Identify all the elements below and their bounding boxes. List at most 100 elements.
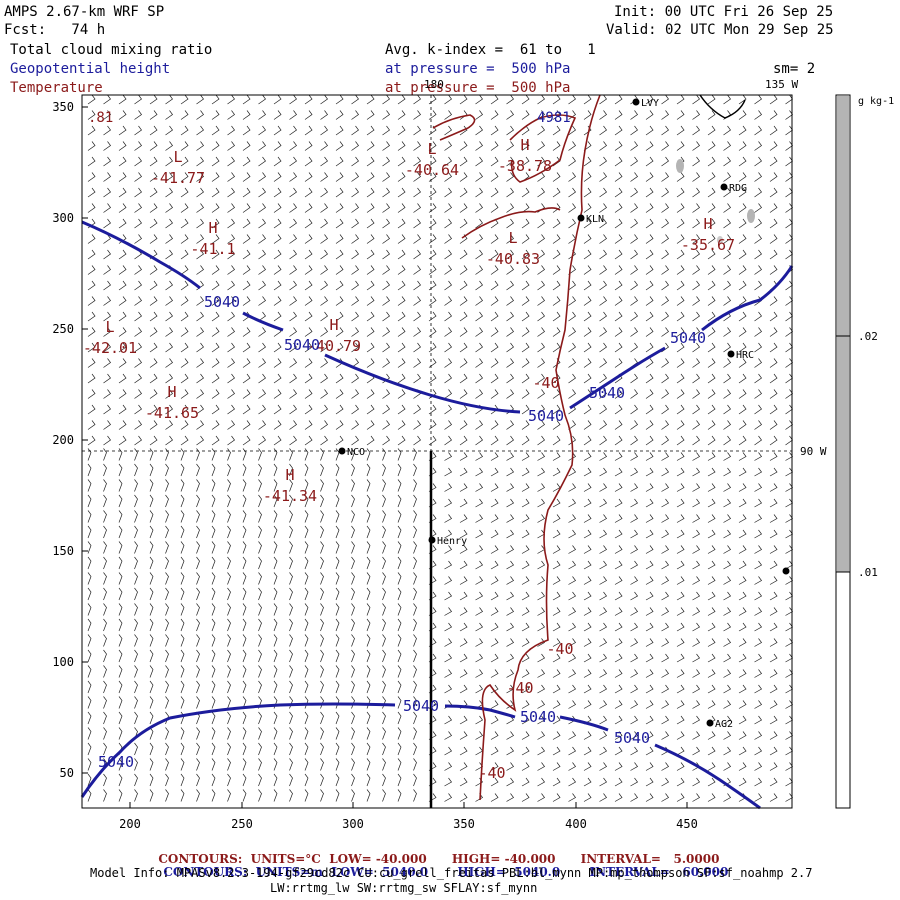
- field-cloud-title: Total cloud mixing ratio: [10, 42, 213, 58]
- extremum-letter: L: [105, 318, 114, 336]
- station-marker: [782, 567, 790, 575]
- temp-contour-minus40-loop: [432, 114, 577, 239]
- temp-contour-minus40: [479, 94, 601, 801]
- y-tick-label: 250: [52, 322, 74, 336]
- footer-temp-contours: CONTOURS: UNITS=°C LOW= -40.000 HIGH= -4…: [150, 838, 719, 866]
- colorbar-tick-02: .02: [858, 330, 878, 343]
- extremum-value: -41.34: [263, 487, 317, 505]
- x-tick-label: 350: [453, 817, 475, 831]
- top-height-label: 4981: [537, 110, 571, 126]
- extremum-letter: H: [329, 316, 338, 334]
- station-marker: [720, 183, 728, 191]
- footer-temp-high: HIGH= -40.000: [451, 852, 556, 866]
- lon-90w-label: 90 W: [800, 445, 827, 458]
- extremum-value: -35.67: [681, 236, 735, 254]
- avg-kindex: Avg. k-index = 61 to 1: [385, 42, 596, 58]
- extremum-value: -38.78: [498, 157, 552, 175]
- height-contour-label: 5040: [98, 753, 134, 771]
- footer-height-label: CONTOURS:: [163, 865, 248, 879]
- y-axis: 350 300 250 200 150 100 50: [52, 100, 88, 780]
- lon-180-label: 180: [424, 78, 444, 91]
- cloud-patch: [747, 209, 755, 223]
- x-tick-label: 450: [676, 817, 698, 831]
- temp-contour-label: -40: [546, 640, 573, 658]
- footer-height-contours: CONTOURS: UNITS=m LOW= 5040.0 HIGH= 5040…: [155, 851, 728, 879]
- extremum-value: -40.83: [486, 250, 540, 268]
- x-tick-label: 250: [231, 817, 253, 831]
- cloud-patch: [676, 159, 684, 173]
- forecast-hour: Fcst: 74 h: [4, 22, 106, 38]
- extremum-value: -41.77: [151, 169, 205, 187]
- init-time: Init: 00 UTC Fri 26 Sep 25: [614, 4, 834, 20]
- height-contour-label: 5040: [520, 708, 556, 726]
- temp-contour-label: -40: [506, 679, 533, 697]
- model-info-line2: LW:rrtmg_lw SW:rrtmg_sw SFLAY:sf_mynn: [270, 881, 538, 895]
- wind-barbs: [87, 94, 794, 802]
- colorbar-tick-01: .01: [858, 566, 878, 579]
- height-contour-5040-north: [81, 220, 521, 414]
- temp-contour-label: -40: [478, 764, 505, 782]
- highs-lows: L -41.77 H -41.1 L -40.64 H -38.78 L -40.83 H -35.6…: [83, 136, 735, 505]
- extremum-letter: L: [173, 148, 182, 166]
- footer-temp-low: LOW= -40.000: [329, 852, 427, 866]
- footer-height-interval: INTERVAL= 60.000: [589, 865, 729, 879]
- extremum-letter: L: [427, 140, 436, 158]
- y-tick-label: 200: [52, 433, 74, 447]
- station-marker: [706, 719, 714, 727]
- height-contour-label: 5040: [284, 336, 320, 354]
- station-label: LVY: [641, 98, 659, 109]
- station-marker: [727, 350, 735, 358]
- smoothing-label: sm= 2: [773, 61, 816, 77]
- x-tick-label: 200: [119, 817, 141, 831]
- lon-135w-label: 135 W: [765, 78, 799, 91]
- station-marker: [428, 536, 436, 544]
- height-contour-5040-east: [569, 265, 794, 410]
- extremum-value: -40.79: [307, 337, 361, 355]
- footer-height-low: LOW= 5040.0: [331, 865, 429, 879]
- model-info-line1: Model Info: MPASv8.2.3-194-gf29cd82c CU:…: [90, 866, 813, 880]
- extremum-letter: H: [703, 215, 712, 233]
- height-contour-label: 5040: [528, 407, 564, 425]
- station-marker: [632, 98, 640, 106]
- pressure-height: at pressure = 500 hPa: [385, 61, 571, 77]
- extremum-letter: L: [508, 229, 517, 247]
- footer-temp-interval: INTERVAL= 5.0000: [580, 852, 720, 866]
- height-contour-label: 5040: [614, 729, 650, 747]
- station-label: NCO: [347, 447, 365, 458]
- extremum-letter: H: [520, 136, 529, 154]
- footer-temp-units: UNITS=°C: [250, 852, 321, 866]
- height-contour-5040-south: [80, 702, 761, 810]
- corner-value: .81: [88, 110, 113, 126]
- colorbar-units: g kg-1: [858, 96, 894, 107]
- field-temp-title: Temperature: [10, 80, 103, 96]
- extremum-value: -42.01: [83, 339, 137, 357]
- colorbar-shade: [837, 96, 849, 572]
- cloud-patch: [717, 236, 723, 244]
- stations: RDG KLN HRC NCO Henry AG2 LVY: [338, 98, 790, 730]
- station-label: HRC: [736, 350, 754, 361]
- station-label: AG2: [715, 719, 733, 730]
- x-axis: 200 250 300 350 400 450: [119, 802, 698, 831]
- station-label: RDG: [729, 183, 747, 194]
- y-tick-label: 300: [52, 211, 74, 225]
- y-tick-label: 350: [52, 100, 74, 114]
- plot-frame: [81, 94, 793, 809]
- footer-temp-label: CONTOURS:: [158, 852, 243, 866]
- x-tick-label: 300: [342, 817, 364, 831]
- extremum-value: -41.1: [190, 240, 235, 258]
- field-height-title: Geopotential height: [10, 61, 171, 77]
- y-tick-label: 150: [52, 544, 74, 558]
- valid-time: Valid: 02 UTC Mon 29 Sep 25: [606, 22, 834, 38]
- height-contour-label: 5040: [589, 384, 625, 402]
- y-tick-label: 50: [60, 766, 74, 780]
- footer-height-high: HIGH= 5040.0: [457, 865, 561, 879]
- x-tick-label: 400: [565, 817, 587, 831]
- pressure-temp: at pressure = 500 hPa: [385, 80, 571, 96]
- footer-height-units: UNITS=m: [255, 865, 324, 879]
- extremum-value: -41.65: [145, 404, 199, 422]
- extremum-letter: H: [208, 219, 217, 237]
- temp-contour-label: -40: [532, 374, 559, 392]
- height-contour-label: 5040: [670, 329, 706, 347]
- station-label: KLN: [586, 214, 604, 225]
